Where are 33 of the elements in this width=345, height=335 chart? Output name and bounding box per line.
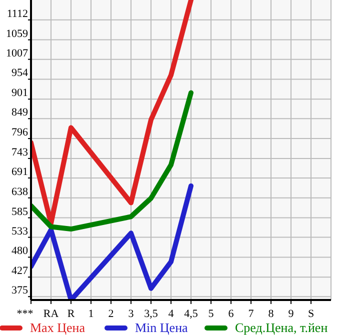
y-tick-label: 743: [12, 146, 28, 158]
y-tick-label: 585: [12, 206, 28, 218]
x-tick-label: 4,5: [184, 308, 198, 320]
x-tick-label: ***: [16, 308, 34, 320]
x-tick-label: 4: [168, 308, 174, 320]
y-tick-label: 1059: [6, 28, 28, 40]
x-tick-label: 5: [208, 308, 214, 320]
y-tick-label: 849: [12, 106, 28, 119]
x-tick-label: 1: [88, 308, 94, 320]
x-tick-label: S: [308, 308, 314, 320]
legend-label: Max Цена: [30, 320, 86, 335]
x-tick-label: 9: [288, 308, 294, 320]
x-tick-label: R: [67, 308, 76, 320]
y-tick-label: 1007: [6, 47, 28, 60]
x-tick-label: 2: [108, 308, 114, 320]
x-tick-label: RA: [43, 308, 59, 320]
x-tick-label: 8: [268, 308, 274, 320]
y-tick-label: 691: [12, 166, 28, 178]
y-tick-label: 533: [12, 225, 28, 238]
x-tick-label: 3,5: [144, 308, 158, 320]
x-tick-label: 7: [248, 308, 254, 320]
y-tick-label: 480: [12, 245, 28, 258]
y-tick-label: 427: [12, 265, 28, 278]
y-tick-label: 638: [12, 186, 28, 198]
y-tick-label: 796: [12, 126, 28, 139]
y-tick-label: 1112: [6, 8, 28, 20]
legend-label: Сред.Цена, т.йен: [235, 320, 328, 335]
y-tick-label: 954: [12, 67, 28, 80]
legend-label: Min Цена: [135, 320, 188, 335]
x-tick-label: 3: [128, 308, 134, 320]
y-tick-label: 375: [12, 284, 28, 297]
y-tick-label: 901: [12, 87, 28, 100]
x-tick-label: 6: [228, 308, 234, 320]
